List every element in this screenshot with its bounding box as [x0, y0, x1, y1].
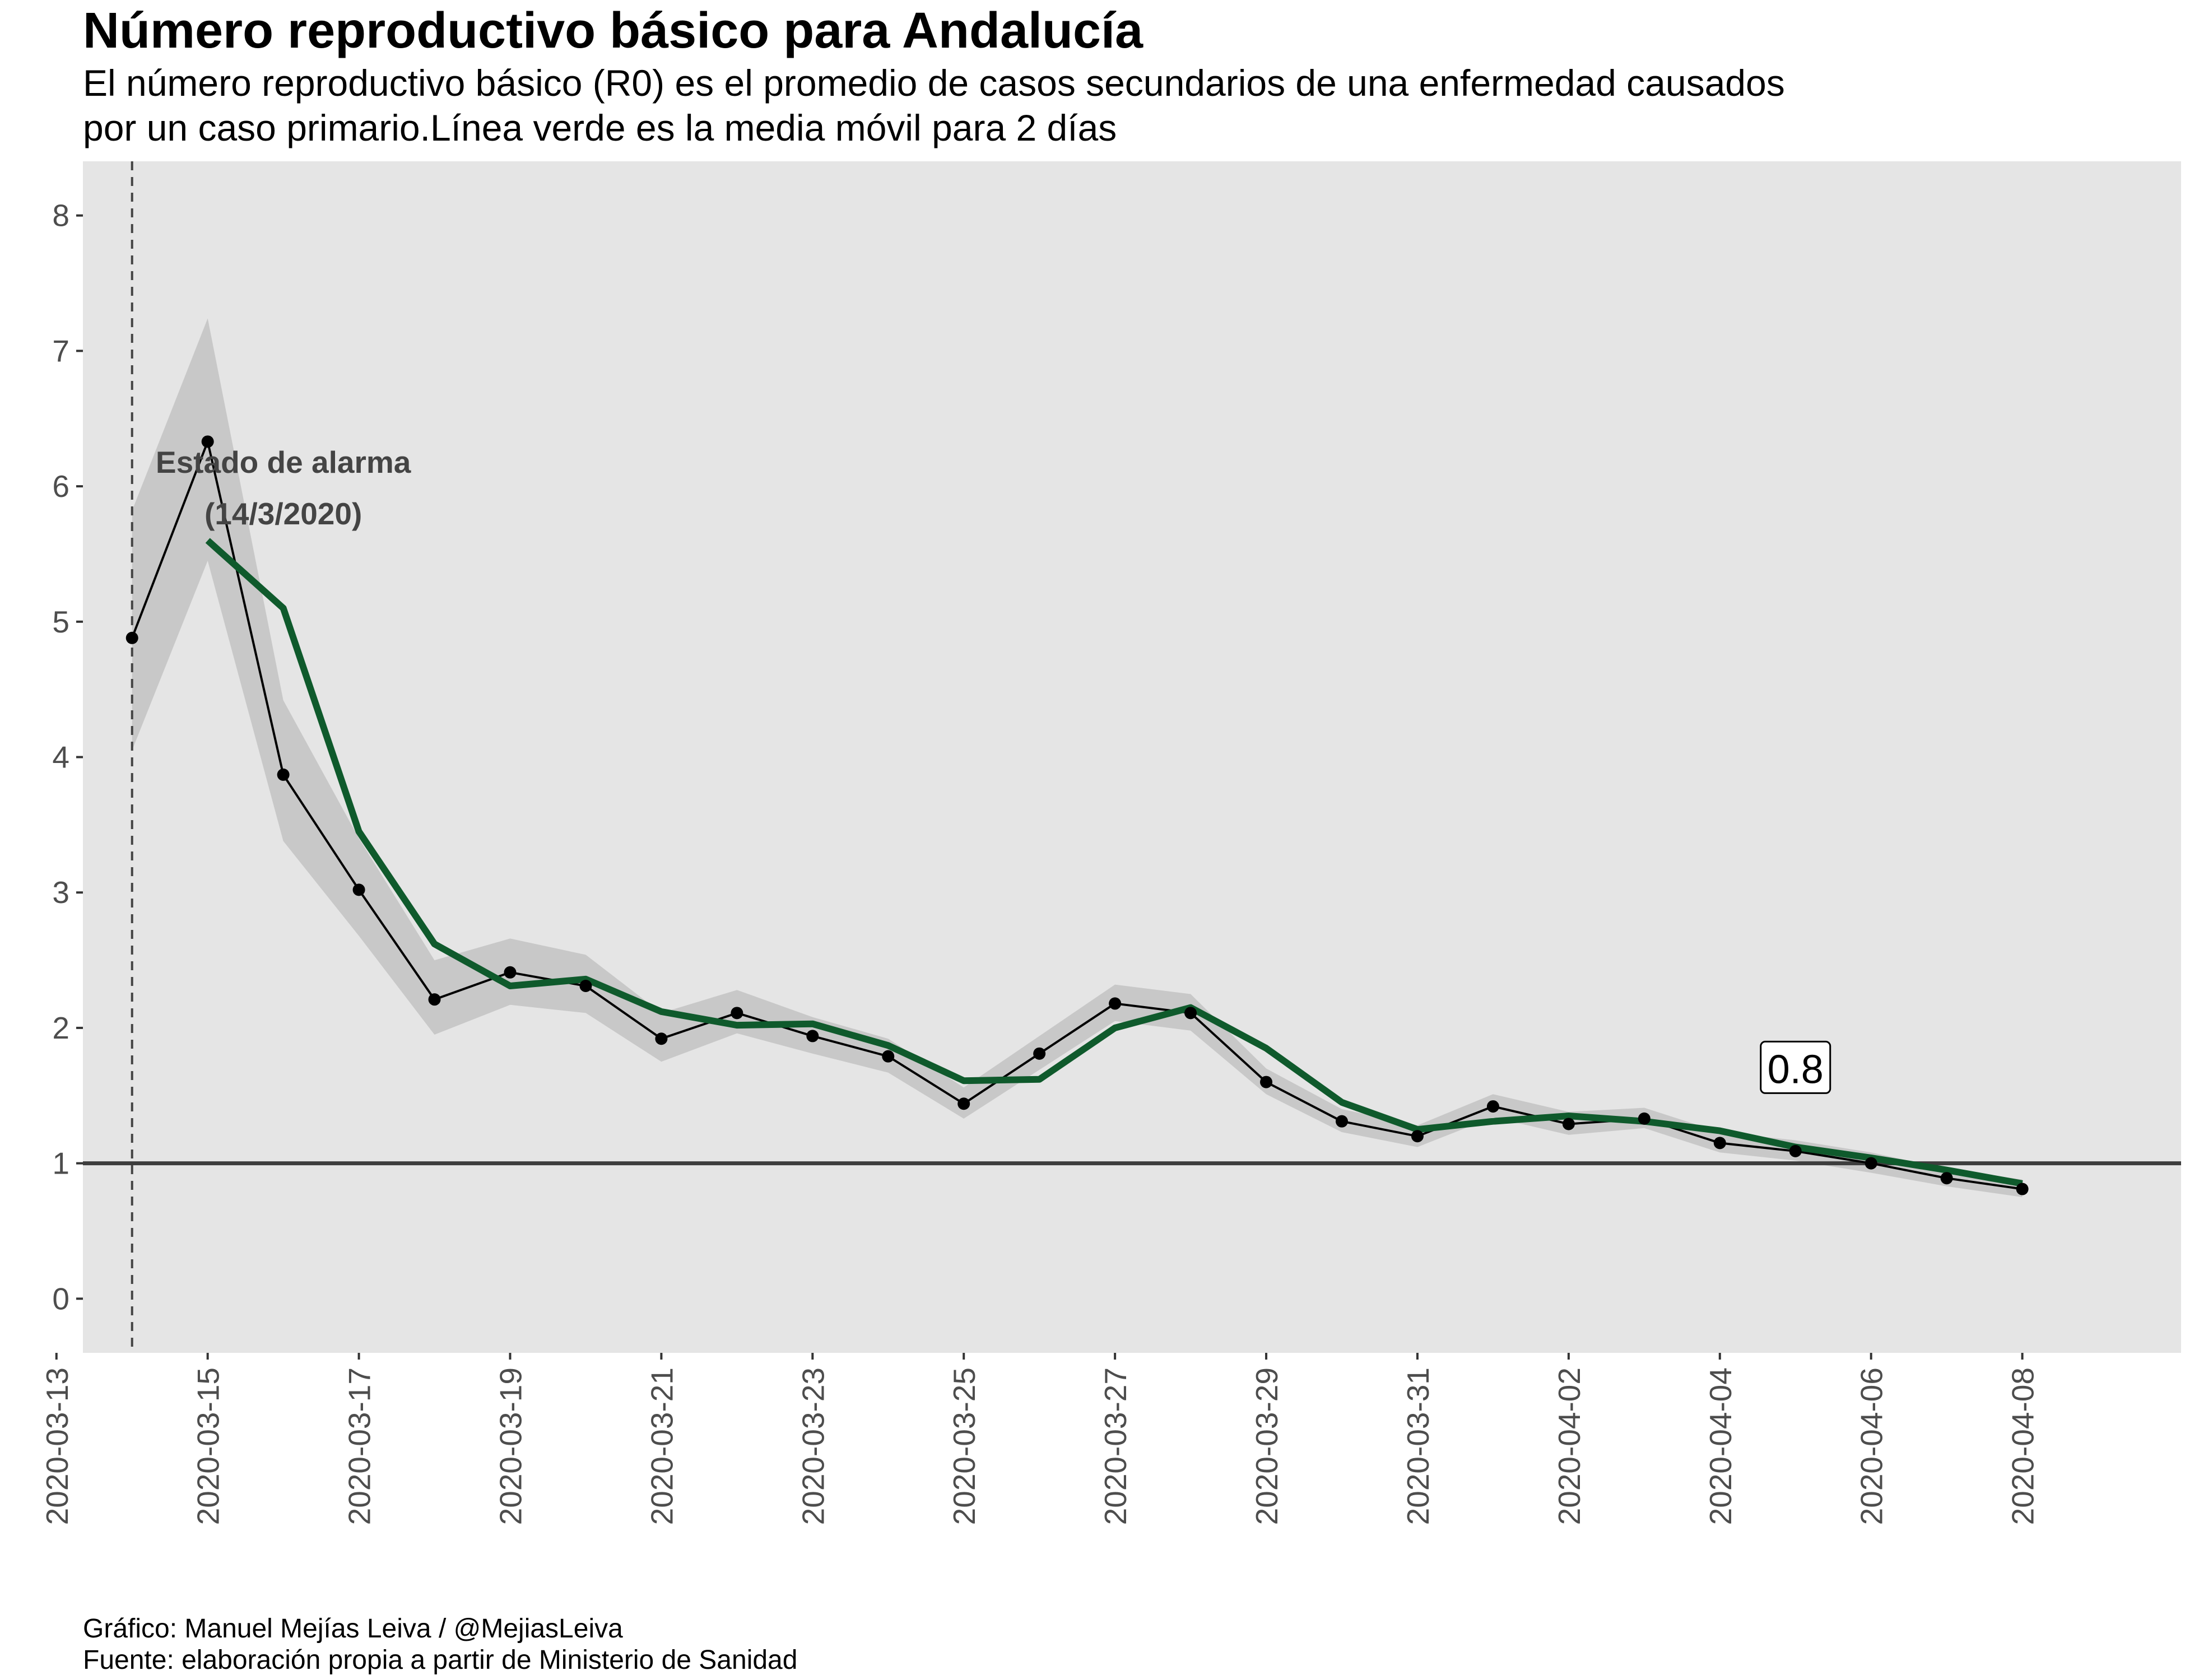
y-tick-label: 6 — [52, 469, 69, 504]
x-tick-label: 2020-03-27 — [1098, 1367, 1133, 1525]
data-point — [731, 1007, 743, 1020]
x-tick-label: 2020-03-21 — [644, 1367, 679, 1525]
data-point — [1940, 1172, 1953, 1185]
x-tick-label: 2020-03-17 — [342, 1367, 377, 1525]
data-point — [1411, 1130, 1424, 1143]
chart-title: Número reproductivo básico para Andalucí… — [83, 3, 1143, 59]
y-tick-label: 4 — [52, 740, 69, 775]
y-tick-label: 3 — [52, 875, 69, 910]
data-point — [1638, 1112, 1651, 1125]
data-point — [806, 1030, 819, 1043]
x-tick-label: 2020-03-23 — [796, 1367, 830, 1525]
confidence-ribbon — [132, 318, 2023, 1197]
data-point — [1184, 1007, 1197, 1020]
data-point — [352, 883, 365, 896]
x-tick-label: 2020-03-25 — [947, 1367, 982, 1525]
y-tick-label: 8 — [52, 198, 69, 233]
x-tick-label: 2020-03-29 — [1249, 1367, 1284, 1525]
series-line-r0 — [131, 438, 2023, 1190]
plot-panel — [83, 161, 2181, 1353]
data-point — [1486, 1100, 1499, 1113]
x-tick-label: 2020-03-19 — [493, 1367, 528, 1525]
y-tick-label: 0 — [52, 1281, 69, 1316]
subtitle-line-2: por un caso primario.Línea verde es la m… — [83, 107, 1117, 148]
data-point — [1713, 1137, 1726, 1150]
data-point — [1260, 1076, 1273, 1088]
x-tick-label: 2020-04-06 — [1854, 1367, 1889, 1525]
annotation-last-value: 0.8 — [1768, 1047, 1824, 1092]
data-point — [2016, 1183, 2029, 1195]
y-tick-label: 5 — [52, 604, 69, 639]
y-tick-label: 1 — [52, 1146, 69, 1181]
data-point — [1336, 1115, 1348, 1128]
chart-subtitle: El número reproductivo básico (R0) es el… — [83, 61, 1785, 150]
x-tick-label: 2020-04-08 — [2006, 1367, 2040, 1525]
data-point — [125, 631, 138, 644]
data-point — [504, 966, 517, 979]
x-tick-label: 2020-04-02 — [1552, 1367, 1587, 1525]
chart-caption: Gráfico: Manuel Mejías Leiva / @MejiasLe… — [83, 1613, 797, 1676]
data-point — [655, 1032, 668, 1045]
data-point — [1789, 1144, 1802, 1157]
x-tick-label: 2020-03-31 — [1401, 1367, 1435, 1525]
data-point — [1865, 1157, 1877, 1170]
subtitle-line-1: El número reproductivo básico (R0) es el… — [83, 62, 1785, 104]
data-point — [882, 1050, 895, 1063]
data-point — [957, 1097, 970, 1110]
data-point — [1033, 1047, 1046, 1060]
data-point — [428, 993, 441, 1006]
caption-source: Fuente: elaboración propia a partir de M… — [83, 1645, 798, 1675]
x-tick-label: 2020-03-15 — [191, 1367, 226, 1525]
y-tick-label: 7 — [52, 333, 69, 368]
annotation-box-last-value — [1760, 1040, 1831, 1094]
y-tick-label: 2 — [52, 1011, 69, 1045]
x-tick-label: 2020-03-13 — [40, 1367, 75, 1525]
data-point — [579, 979, 592, 992]
caption-author: Gráfico: Manuel Mejías Leiva / @MejiasLe… — [83, 1614, 623, 1644]
data-point — [1562, 1118, 1575, 1130]
annotation-estado-alarma: Estado de alarma — [156, 445, 411, 480]
annotation-estado-alarma: (14/3/2020) — [204, 496, 362, 531]
x-tick-label: 2020-04-04 — [1703, 1367, 1738, 1525]
data-point — [1109, 997, 1122, 1010]
data-point — [201, 435, 214, 448]
data-point — [277, 768, 290, 781]
series-line-moving-average — [205, 538, 2023, 1187]
